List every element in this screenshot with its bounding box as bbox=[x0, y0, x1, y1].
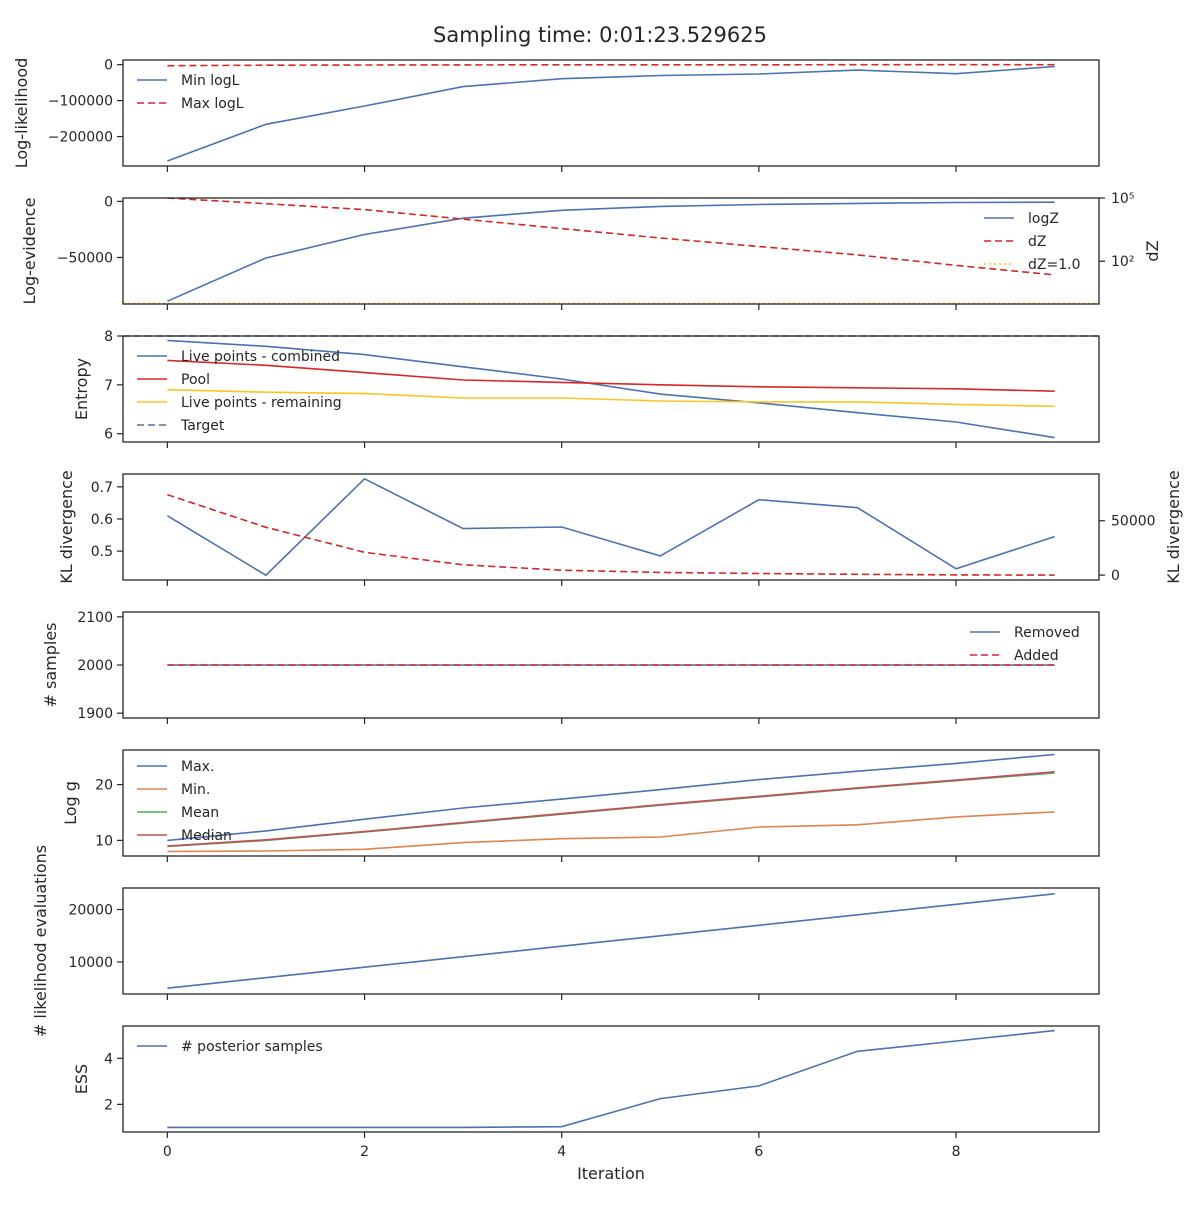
legend-label: Added bbox=[1014, 648, 1059, 664]
series-line-dz bbox=[167, 197, 1055, 276]
axes-frame bbox=[122, 749, 1100, 857]
y-tick-label: 1900 bbox=[77, 706, 113, 722]
y2-tick-label: 0 bbox=[1111, 568, 1120, 584]
x-tick-label: 8 bbox=[952, 1144, 961, 1160]
legend: Removed Added bbox=[970, 625, 1080, 664]
x-tick-label: 4 bbox=[557, 1144, 566, 1160]
y-tick-label: 0 bbox=[104, 58, 113, 74]
y-tick-label: 4 bbox=[104, 1051, 113, 1067]
legend-label: # posterior samples bbox=[181, 1039, 323, 1055]
y-tick-label: 20 bbox=[95, 778, 113, 794]
y-tick-label: 0 bbox=[104, 194, 113, 210]
axes-frame bbox=[122, 1025, 1100, 1133]
series-line-min bbox=[167, 811, 1055, 853]
y-tick-label: 0.7 bbox=[91, 480, 113, 496]
legend: Max. Min. Mean Median bbox=[137, 759, 232, 844]
legend-label: Min logL bbox=[181, 73, 240, 89]
y-axis-label: ESS bbox=[72, 1064, 91, 1094]
legend: Live points - combined Pool Live points - … bbox=[137, 349, 342, 434]
y2-axis-label: dZ bbox=[1143, 240, 1162, 261]
y-tick-label: 10000 bbox=[68, 955, 113, 971]
legend: logZ dZ dZ=1.0 bbox=[984, 211, 1080, 273]
subplot-8: 4 2 0 2 4 6 8 ESS # posterior samples bbox=[72, 1025, 1100, 1160]
series-line-max-logl bbox=[167, 63, 1055, 67]
subplot-4: 0.7 0.6 0.5 50000 0 KL divergence KL divergenc… bbox=[57, 470, 1183, 586]
y2-tick-label: 10⁵ bbox=[1111, 191, 1134, 207]
axes-frame bbox=[122, 335, 1100, 443]
y-tick-label: 20000 bbox=[68, 903, 113, 919]
x-axis-label: Iteration bbox=[577, 1164, 645, 1183]
legend-label: dZ=1.0 bbox=[1028, 257, 1080, 273]
y-tick-label: 6 bbox=[104, 427, 113, 443]
legend-label: Pool bbox=[181, 372, 210, 388]
series-line-1 bbox=[166, 477, 1055, 577]
legend-label: Removed bbox=[1014, 625, 1080, 641]
y2-tick-label: 50000 bbox=[1111, 514, 1156, 530]
y-tick-label: 0.6 bbox=[91, 512, 113, 528]
y-tick-label: 10 bbox=[95, 833, 113, 849]
y-tick-label: 7 bbox=[104, 378, 113, 394]
y-tick-label: −100000 bbox=[48, 94, 113, 110]
y-tick-label: 2100 bbox=[77, 610, 113, 626]
y-axis-label: Log g bbox=[61, 781, 80, 825]
y-tick-label: 2 bbox=[104, 1097, 113, 1113]
x-tick-label: 6 bbox=[754, 1144, 763, 1160]
y-tick-label: −50000 bbox=[57, 250, 113, 266]
subplot-6: 20 10 Log g Max. Min. Mean Median bbox=[61, 749, 1100, 862]
subplot-7: 20000 10000 # likelihood evaluations bbox=[31, 845, 1100, 1037]
y-axis-label: KL divergence bbox=[57, 470, 76, 583]
legend-label: dZ bbox=[1028, 234, 1046, 250]
series-line-2 bbox=[167, 493, 1055, 576]
subplot-5: 2100 2000 1900 # samples Removed Added bbox=[41, 610, 1100, 724]
series-line-max bbox=[167, 753, 1055, 842]
legend-label: Median bbox=[181, 828, 232, 844]
y-tick-label: −200000 bbox=[48, 130, 113, 146]
legend-label: Live points - combined bbox=[181, 349, 340, 365]
series-line-1 bbox=[167, 893, 1055, 989]
axes-frame bbox=[122, 887, 1100, 995]
legend-label: Max logL bbox=[181, 96, 244, 112]
y-axis-label: # likelihood evaluations bbox=[31, 845, 50, 1037]
subplot-2: 0 −50000 10⁵ 10² Log-evidence dZ logZ dZ dZ=1.0 bbox=[20, 191, 1162, 310]
x-tick-label: 2 bbox=[360, 1144, 369, 1160]
legend-label: Mean bbox=[181, 805, 219, 821]
series-line-min-logl bbox=[167, 65, 1055, 162]
series-line-logz bbox=[167, 201, 1055, 302]
figure-title: Sampling time: 0:01:23.529625 bbox=[433, 23, 767, 47]
axes-frame bbox=[122, 59, 1100, 167]
legend: # posterior samples bbox=[137, 1039, 323, 1055]
x-tick-label: 0 bbox=[163, 1144, 172, 1160]
legend-label: Min. bbox=[181, 782, 210, 798]
series-line-live-points-remaining bbox=[167, 388, 1055, 408]
axes-frame bbox=[122, 473, 1100, 581]
series-line-live-points-combined bbox=[167, 339, 1055, 439]
axes-frame bbox=[122, 197, 1100, 305]
y2-axis-label: KL divergence bbox=[1164, 470, 1183, 583]
y-tick-label: 0.5 bbox=[91, 544, 113, 560]
y-tick-label: 2000 bbox=[77, 658, 113, 674]
legend: Min logL Max logL bbox=[137, 73, 244, 112]
series-line-posterior-samples bbox=[167, 1029, 1055, 1129]
subplot-stack: 0 −100000 −200000 Log-likelihood Min logL Max… bbox=[12, 58, 1183, 1160]
legend-label: Max. bbox=[181, 759, 214, 775]
legend-label: logZ bbox=[1028, 211, 1059, 227]
y-tick-label: 8 bbox=[104, 329, 113, 345]
y-axis-label: # samples bbox=[41, 623, 60, 708]
legend-label: Target bbox=[180, 418, 225, 434]
series-line-pool bbox=[167, 359, 1055, 392]
series-line-median bbox=[167, 771, 1055, 847]
y2-tick-label: 10² bbox=[1111, 254, 1134, 270]
y-axis-label: Log-evidence bbox=[20, 198, 39, 305]
subplot-1: 0 −100000 −200000 Log-likelihood Min logL Max… bbox=[12, 58, 1100, 172]
legend-label: Live points - remaining bbox=[181, 395, 342, 411]
y-axis-label: Entropy bbox=[72, 358, 91, 420]
y-axis-label: Log-likelihood bbox=[12, 58, 31, 169]
